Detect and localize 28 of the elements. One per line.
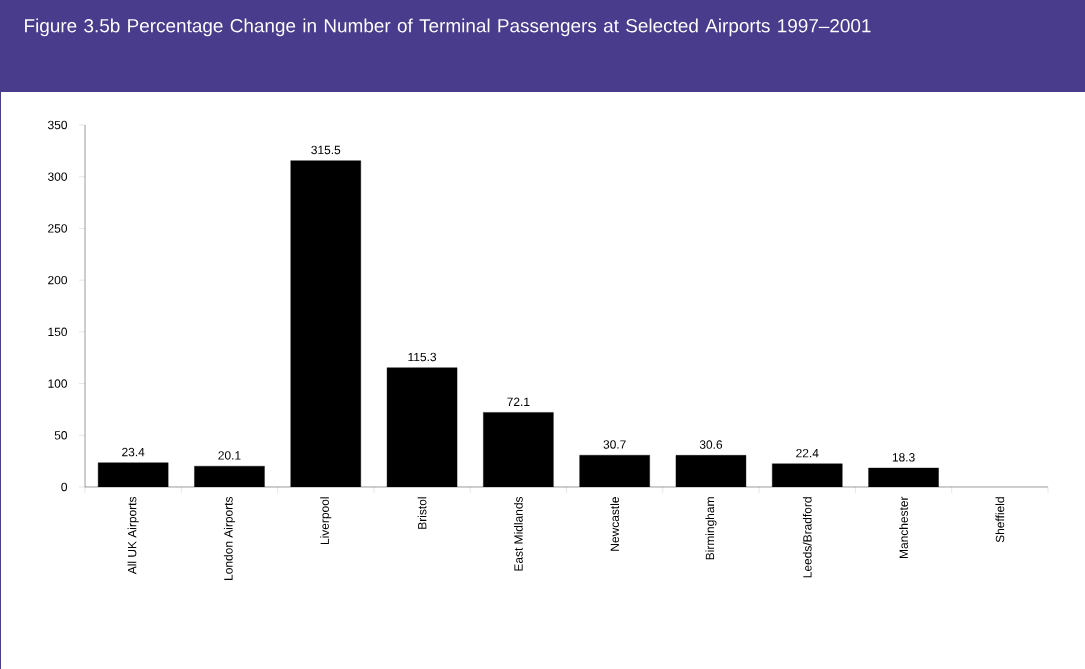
data-label: 30.7 — [603, 440, 626, 449]
x-tick-label: Birmingham — [705, 497, 717, 560]
y-tick-label: 350 — [48, 120, 68, 130]
x-tick-label: Manchester — [899, 496, 908, 558]
chart-title: Figure 3.5b Percentage Change in Number of Terminal Passengers at Selected Airports 1997–2001 — [25, 18, 871, 37]
x-tick-label: Liverpool — [320, 497, 332, 545]
y-tick-label: 200 — [48, 275, 68, 285]
x-tick-label: Leeds/Bradford — [802, 497, 812, 578]
x-tick-label: London Airports — [223, 496, 236, 580]
y-tick-label: 50 — [54, 431, 68, 440]
data-label: 18.3 — [892, 453, 915, 462]
data-label: 20.1 — [218, 451, 241, 460]
y-tick-label: 150 — [48, 327, 68, 337]
data-label: 23.4 — [122, 447, 145, 457]
x-tick-label: Sheffield — [995, 497, 1005, 543]
data-label: 30.6 — [699, 440, 723, 449]
y-tick-label: 100 — [48, 379, 68, 388]
x-tick-label: East Midlands — [513, 496, 523, 571]
data-label: 315.5 — [311, 145, 341, 155]
x-tick-label: Newcastle — [610, 497, 620, 551]
x-tick-label: All UK Airports — [127, 496, 139, 575]
y-tick-label: 250 — [48, 224, 68, 233]
x-tick-label: Bristol — [417, 497, 427, 529]
y-tick-label: 300 — [48, 172, 68, 181]
data-label: 22.4 — [796, 448, 819, 458]
data-label: 115.3 — [408, 352, 437, 362]
data-label: 72.1 — [507, 397, 530, 406]
y-tick-label: 0 — [61, 482, 68, 492]
